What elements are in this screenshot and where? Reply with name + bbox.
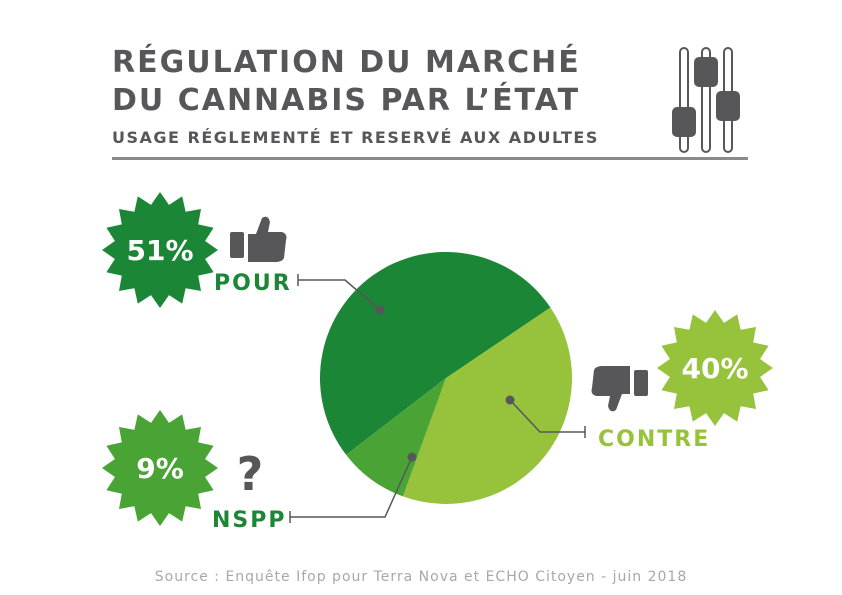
- value-label-pour: 51%: [126, 234, 193, 267]
- title-line-2: DU CANNABIS PAR L’ÉTAT: [112, 83, 581, 118]
- leader-line-pour: [298, 279, 381, 311]
- question-mark-icon: ?: [237, 447, 264, 501]
- leader-line-contre: [509, 399, 585, 433]
- value-label-contre: 40%: [681, 352, 748, 385]
- subtitle: USAGE RÉGLEMENTÉ ET RESERVÉ AUX ADULTES: [112, 128, 599, 147]
- leader-line-nspp: [290, 456, 413, 518]
- burst-pour: [102, 192, 218, 308]
- slice-pour: [320, 252, 551, 455]
- leader-dots: [375, 305, 515, 462]
- thumbs-up-icon: [230, 216, 287, 262]
- sliders-icon: [672, 47, 740, 153]
- title-divider: [112, 157, 748, 160]
- source-note: Source : Enquête Ifop pour Terra Nova et…: [154, 569, 688, 585]
- burst-contre: [657, 310, 773, 426]
- leader-lines: [289, 274, 586, 523]
- category-label-nspp: NSPP: [212, 508, 287, 533]
- category-label-pour: POUR: [214, 271, 292, 296]
- thumbs-down-icon: [591, 366, 648, 412]
- category-label-contre: CONTRE: [598, 427, 710, 452]
- pie-slices: [320, 252, 573, 505]
- title-line-1: RÉGULATION DU MARCHÉ: [112, 45, 581, 80]
- burst-nspp: [102, 410, 218, 526]
- slice-contre: [402, 307, 573, 505]
- value-label-nspp: 9%: [136, 452, 184, 485]
- slice-nspp: [346, 378, 446, 497]
